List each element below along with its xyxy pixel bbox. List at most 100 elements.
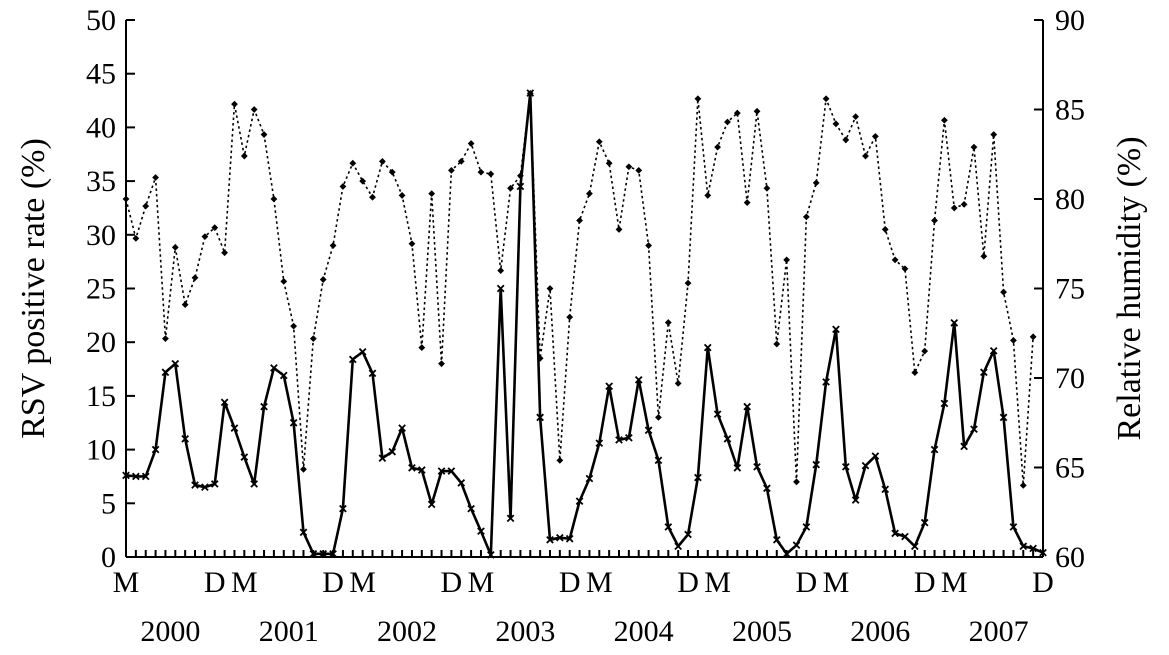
x-tick-label: M [349,566,376,599]
x-tick-label: D [914,566,936,599]
series-1-point [733,109,741,117]
series-1-point [931,217,938,224]
y-tick-left-label: 10 [86,434,116,467]
series-0-point [871,452,880,460]
series-1-point [921,347,929,355]
series-0-point [141,472,150,481]
series-1-point [773,340,781,348]
series-1-point [329,242,337,249]
x-tick-label: D [796,566,818,599]
series-1-point [536,354,544,362]
y-tick-left-label: 50 [86,4,116,37]
series-1-point [635,166,643,174]
series-0-point [378,454,387,463]
series-1-point [211,224,219,232]
series-0-point [565,534,574,543]
series-1-point [911,369,919,377]
series-0-point [782,549,791,558]
x-tick-label: D [204,566,226,599]
series-0-point [368,369,377,378]
y-tick-left-label: 0 [101,541,116,574]
series-relative-humidity [122,89,1037,489]
series-1-point [181,301,189,309]
series-1-point [812,179,820,187]
series-0-point [605,382,613,391]
series-0-point [812,460,821,469]
series-1-point [881,226,889,233]
series-0-point [723,435,732,443]
series-0-point [644,426,653,435]
series-1-point [625,163,633,171]
series-1-point [960,200,968,208]
series-0-point [654,456,663,465]
series-1-point [724,118,731,126]
series-0-point [250,480,259,488]
series-1-point [940,116,948,124]
series-0-point [536,413,544,422]
series-0-point [496,284,505,293]
series-0-point [398,424,406,432]
series-1-point [240,152,248,160]
series-1-point [802,213,810,221]
series-0-point [506,514,515,523]
series-0-point [408,464,416,472]
series-0-point [920,518,929,527]
series-1-point [467,140,475,147]
series-0-point [358,348,367,356]
y-tick-left-label: 40 [86,111,116,144]
series-1-point [743,199,751,206]
series-1-point [556,456,564,464]
series-1-point [950,204,958,212]
y-tick-left-label: 5 [101,487,116,520]
series-0-point [694,473,702,482]
y-tick-right-label: 80 [1055,183,1085,216]
y-tick-right-label: 70 [1055,362,1085,395]
series-0-point [270,364,278,372]
series-0-point [891,529,899,538]
series-1-point [280,277,288,285]
series-0-point [220,398,229,407]
series-0-point [595,439,604,447]
series-0-point [201,483,209,492]
series-1-point [970,143,978,151]
series-1-point [1019,482,1027,489]
x-year-label: 2000 [140,615,200,648]
x-year-label: 2007 [969,615,1029,648]
series-1-point [1029,333,1037,341]
series-0-point [802,523,811,531]
series-0-point [240,453,249,461]
series-1-point [201,233,209,240]
series-0-point [960,442,968,451]
series-0-point [792,541,801,550]
x-tick-label: D [559,566,581,599]
series-0-point [684,530,692,539]
series-0-point [861,461,870,470]
series-1-point [388,168,396,176]
series-0-point [457,479,466,487]
series-0-point [841,462,850,471]
series-0-point [634,375,643,384]
series-1-point [428,190,436,198]
series-0-point [516,182,525,191]
series-0-point [772,535,781,544]
x-tick-label: M [113,566,140,599]
series-1-point [457,158,465,165]
series-0-point [832,325,840,334]
series-0-point [713,410,722,418]
series-1-point [674,379,682,387]
series-1-point [871,132,879,140]
y-tick-right-label: 65 [1055,452,1085,485]
series-1-point [309,335,317,343]
series-1-point [162,335,169,343]
x-year-label: 2005 [732,615,792,648]
series-0-point [950,319,959,327]
series-0-point [1009,523,1018,531]
series-0-point [733,464,742,472]
series-0-point [486,551,495,559]
series-0-point [417,466,426,474]
series-1-point [507,184,514,192]
series-1-point [260,131,268,138]
series-0-point [980,368,988,377]
series-1-point [250,106,258,113]
